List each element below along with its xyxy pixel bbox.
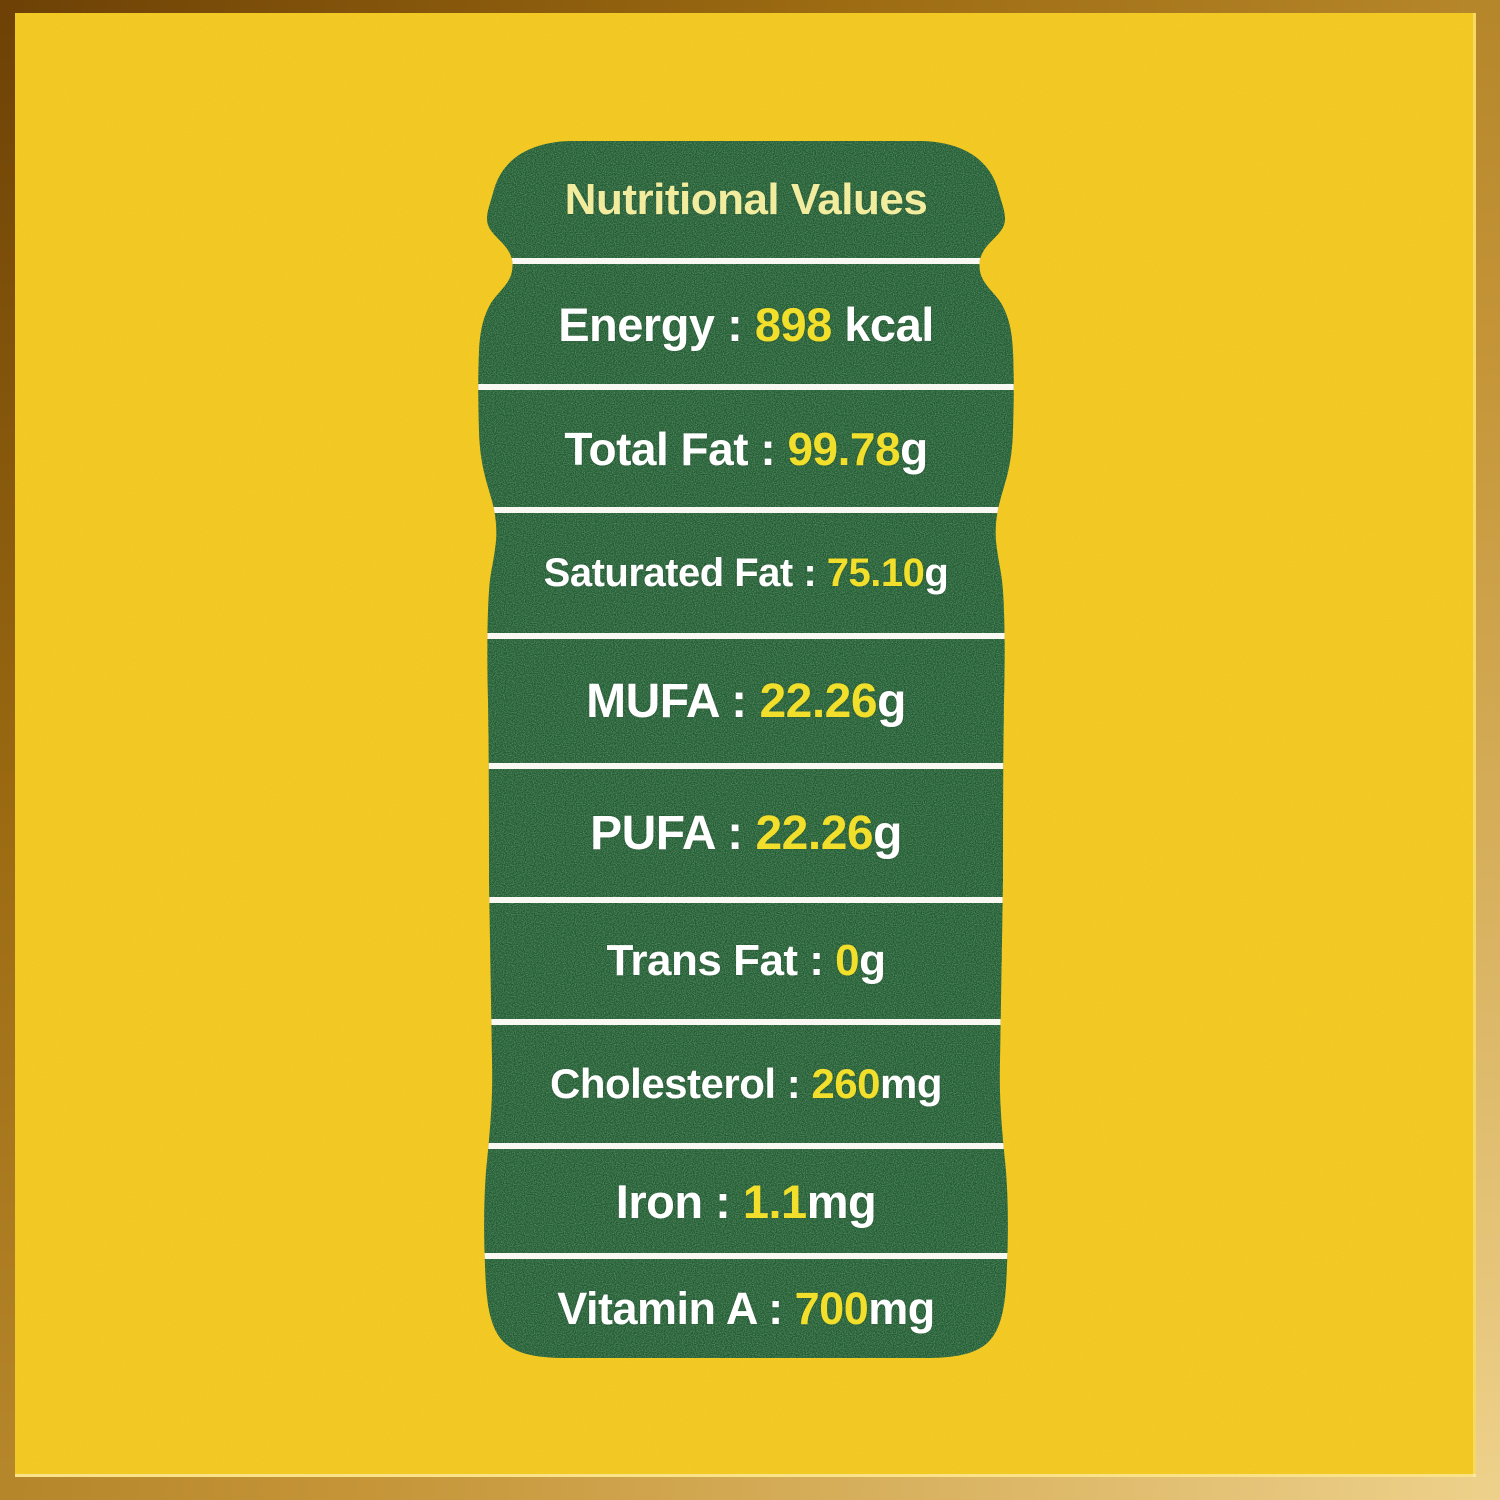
row-value: 75.10: [826, 550, 925, 595]
nutrition-row-cholesterol: Cholesterol : 260 mg: [0, 1025, 1492, 1143]
row-unit: g: [924, 550, 949, 595]
row-label: Energy :: [558, 297, 755, 351]
nutrition-row-iron: Iron : 1.1 mg: [0, 1149, 1492, 1253]
row-value: 260: [811, 1060, 880, 1107]
row-label: PUFA :: [590, 806, 756, 860]
row-label: Total Fat :: [564, 422, 788, 475]
row-unit: kcal: [831, 297, 934, 351]
row-label: Saturated Fat :: [543, 550, 827, 595]
row-value: 700: [794, 1282, 869, 1334]
nutrition-row-saturated-fat: Saturated Fat : 75.10 g: [0, 513, 1492, 633]
row-unit: g: [873, 806, 902, 860]
row-value: 22.26: [755, 806, 874, 860]
nutrition-row-total-fat: Total Fat : 99.78 g: [0, 390, 1492, 507]
row-unit: mg: [806, 1174, 877, 1228]
row-unit: g: [900, 422, 928, 475]
row-label: Iron :: [615, 1174, 743, 1228]
row-unit: mg: [868, 1282, 935, 1334]
row-label: MUFA :: [586, 674, 760, 728]
row-label: Cholesterol :: [550, 1060, 812, 1107]
row-unit: g: [859, 936, 886, 985]
row-value: 22.26: [759, 674, 878, 728]
row-value: 0: [835, 936, 860, 985]
row-value: 99.78: [787, 422, 901, 475]
row-label: Trans Fat :: [606, 936, 836, 985]
nutrition-row-vitamin-a: Vitamin A : 700 mg: [0, 1259, 1492, 1358]
row-label: Vitamin A :: [557, 1282, 795, 1334]
page-title: Nutritional Values: [564, 174, 928, 224]
row-unit: mg: [879, 1060, 943, 1107]
nutrition-row-mufa: MUFA : 22.26 g: [0, 639, 1492, 763]
row-value: 898: [754, 297, 832, 351]
nutrition-row-energy: Energy : 898 kcal: [0, 264, 1492, 384]
row-unit: g: [877, 674, 906, 728]
row-value: 1.1: [742, 1174, 807, 1228]
nutrition-row-pufa: PUFA : 22.26 g: [0, 769, 1492, 897]
